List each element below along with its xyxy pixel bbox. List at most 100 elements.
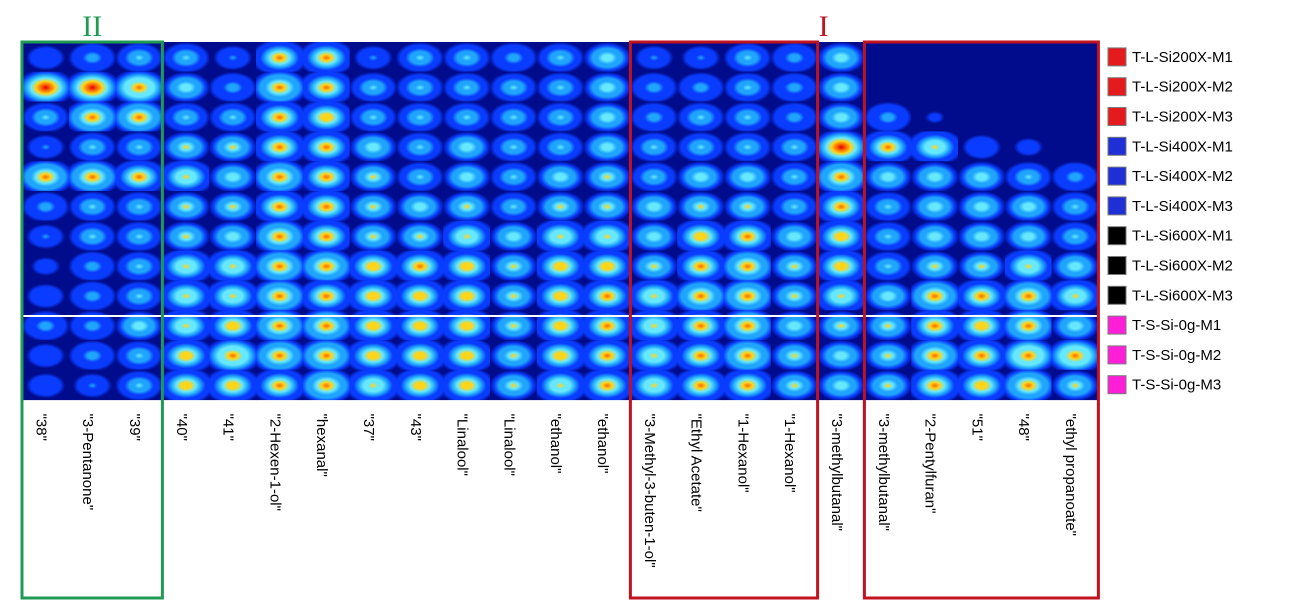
legend-label: T-L-Si400X-M3 — [1132, 198, 1233, 215]
heatmap-cell — [677, 280, 725, 311]
heatmap-cell — [817, 42, 865, 73]
heatmap-cell — [770, 161, 819, 192]
heatmap-cell — [583, 101, 631, 132]
heatmap-cell — [396, 42, 444, 73]
heatmap-cell — [911, 42, 959, 73]
legend-swatch — [1107, 47, 1127, 67]
heatmap-cell — [302, 161, 351, 192]
heatmap-cell — [958, 42, 1006, 73]
heatmap-cell — [162, 71, 210, 103]
column-label: "41" — [220, 414, 237, 441]
heatmap-cell — [162, 310, 210, 341]
heatmap-cell — [209, 250, 257, 281]
heatmap-cell — [162, 340, 210, 371]
heatmap-cell — [958, 310, 1006, 341]
heatmap-cell — [443, 250, 491, 281]
row-legend: T-L-Si200X-M1 T-L-Si200X-M2 T-L-Si200X-M3 T… — [1107, 47, 1233, 395]
heatmap-cell — [490, 220, 538, 252]
heatmap-cell — [770, 310, 819, 341]
heatmap-cell — [302, 101, 351, 132]
column-label: "2-Pentylfuran" — [922, 414, 939, 514]
heatmap-cell — [536, 310, 585, 341]
heatmap-cell — [677, 310, 725, 341]
group-box — [862, 40, 1100, 600]
heatmap-cell — [864, 161, 912, 192]
heatmap-cell — [1004, 42, 1053, 73]
column-label: "Linalool" — [454, 414, 471, 476]
column-label: "1-Hexanol" — [734, 414, 751, 493]
heatmap-cell — [256, 101, 304, 132]
heatmap-cell — [911, 101, 959, 132]
heatmap-cell — [536, 42, 585, 73]
heatmap-cell — [583, 340, 631, 371]
heatmap-cell — [68, 101, 117, 132]
heatmap-cell — [396, 161, 444, 192]
heatmap-cell — [209, 71, 257, 103]
heatmap-cell — [396, 71, 444, 103]
column-label: "39" — [126, 414, 143, 441]
heatmap-cell — [583, 280, 631, 311]
heatmap-cell — [162, 220, 210, 252]
heatmap-cell — [256, 310, 304, 341]
heatmap-cell — [630, 71, 678, 103]
heatmap-cell — [536, 250, 585, 281]
heatmap-cell — [911, 71, 959, 103]
heatmap-cell — [817, 310, 865, 341]
heatmap-cell — [1004, 71, 1053, 103]
heatmap-cell — [115, 280, 163, 311]
heatmap-cell — [817, 280, 865, 311]
legend-label: T-S-Si-0g-M1 — [1132, 317, 1221, 334]
heatmap-cell — [443, 340, 491, 371]
heatmap-cell — [911, 250, 959, 281]
heatmap-cell — [817, 131, 865, 162]
heatmap-cell — [1004, 101, 1053, 132]
heatmap-cell — [864, 191, 912, 222]
heatmap-cells — [22, 42, 1099, 401]
heatmap-cell — [770, 71, 819, 103]
heatmap-cell — [349, 340, 397, 371]
heatmap-cell — [536, 340, 585, 371]
column-label: "51" — [968, 414, 985, 441]
legend-label: T-L-Si200X-M2 — [1132, 79, 1233, 96]
heatmap-cell — [22, 42, 70, 73]
heatmap-cell — [536, 280, 585, 311]
group-boxes: II I — [20, 10, 1100, 600]
heatmap-cell — [1004, 191, 1053, 222]
heatmap-cell — [1051, 340, 1099, 371]
heatmap-cell — [864, 369, 912, 401]
legend-swatch — [1107, 345, 1127, 365]
heatmap-cell — [22, 161, 70, 192]
heatmap-cell — [115, 250, 163, 281]
column-label: "43" — [407, 414, 424, 441]
heatmap-cell — [1004, 310, 1053, 341]
column-label: "38" — [32, 414, 49, 441]
heatmap-cell — [302, 310, 351, 341]
heatmap-cell — [911, 310, 959, 341]
legend-swatch — [1107, 77, 1127, 97]
heatmap-cell — [1004, 280, 1053, 311]
heatmap-cell — [724, 220, 772, 252]
heatmap-cell — [443, 42, 491, 73]
legend-swatch — [1107, 256, 1127, 275]
legend-label: T-L-Si200X-M3 — [1132, 109, 1233, 126]
heatmap-cell — [770, 101, 819, 132]
column-label: "Ethyl Acetate" — [688, 414, 705, 512]
heatmap-cell — [770, 280, 819, 311]
heatmap-cell — [724, 280, 772, 311]
heatmap-cell — [256, 71, 304, 103]
heatmap-cell — [630, 280, 678, 311]
heatmap-cell — [1004, 250, 1053, 281]
heatmap-cell — [256, 161, 304, 192]
heatmap-cell — [630, 131, 678, 162]
legend-label: T-L-Si600X-M2 — [1132, 258, 1233, 275]
heatmap-cell — [443, 369, 491, 401]
legend-label: T-L-Si600X-M3 — [1132, 287, 1233, 304]
heatmap-cell — [770, 340, 819, 371]
heatmap-cell — [864, 340, 912, 371]
column-label: "3-Methyl-3-buten-1-ol" — [641, 414, 658, 568]
column-label: "3-methylbutanal" — [875, 414, 892, 531]
heatmap-cell — [724, 310, 772, 341]
heatmap-cell — [68, 42, 117, 73]
heatmap-cell — [864, 220, 912, 252]
heatmap-cell — [583, 220, 631, 252]
